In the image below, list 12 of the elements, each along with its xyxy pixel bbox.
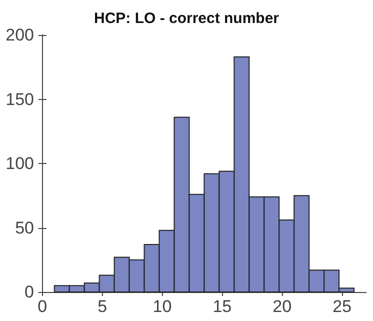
x-tick-label: 25: [332, 297, 352, 316]
x-tick-label: 15: [212, 297, 232, 316]
x-tick-label: 10: [152, 297, 172, 316]
x-tick-label: 5: [98, 297, 108, 316]
y-tick-label: 150: [6, 90, 34, 109]
y-tick-label: 50: [15, 218, 34, 238]
x-tick-label: 0: [38, 297, 48, 316]
y-tick-label: 200: [6, 26, 34, 44]
chart-title: HCP: LO - correct number: [94, 10, 280, 27]
y-tick-label: 0: [24, 282, 34, 302]
x-tick-label: 20: [272, 297, 292, 316]
y-tick-label: 100: [6, 154, 34, 173]
